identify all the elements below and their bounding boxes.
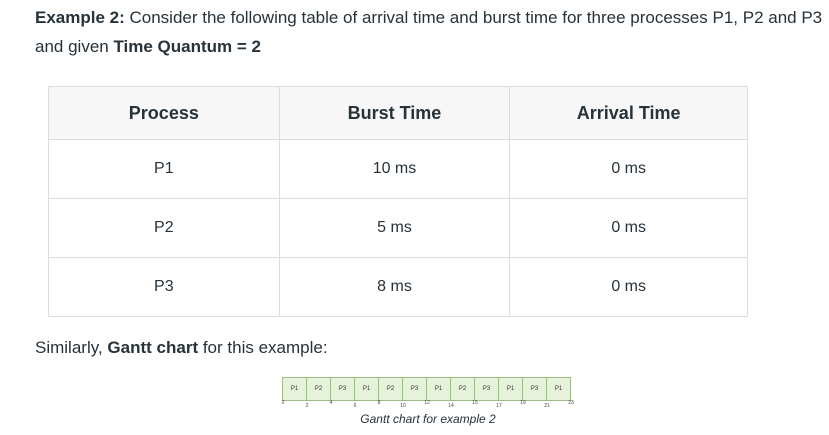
similar-suffix: for this example: — [198, 338, 328, 357]
gantt-slot: P1 — [427, 378, 451, 400]
gantt-tick-label: 19 — [520, 400, 526, 406]
gantt-tick-label: 14 — [448, 403, 454, 409]
cell-arrival-time: 0 ms — [509, 257, 748, 317]
similar-prefix: Similarly, — [35, 338, 108, 357]
gantt-tick-label: 17 — [496, 403, 502, 409]
time-quantum-label: Time Quantum = 2 — [113, 37, 261, 56]
intro-text: Consider the following table of arrival … — [35, 8, 823, 56]
gantt-slot: P3 — [403, 378, 427, 400]
gantt-slot: P1 — [283, 378, 307, 400]
cell-arrival-time: 0 ms — [509, 139, 748, 199]
gantt-slot: P2 — [451, 378, 475, 400]
gantt-caption: Gantt chart for example 2 — [360, 412, 496, 426]
cell-burst-time: 5 ms — [278, 198, 511, 258]
header-burst-time: Burst Time — [278, 86, 511, 140]
gantt-slot: P1 — [499, 378, 523, 400]
cell-burst-time: 8 ms — [278, 257, 511, 317]
cell-process: P2 — [48, 198, 280, 258]
gantt-slot: P3 — [331, 378, 355, 400]
table-row: P2 5 ms 0 ms — [48, 198, 748, 258]
cell-process: P1 — [48, 139, 280, 199]
gantt-tick-label: 6 — [353, 403, 357, 409]
gantt-tick-label: 12 — [424, 400, 430, 406]
header-process: Process — [48, 86, 280, 140]
example-label: Example 2: — [35, 8, 125, 27]
gantt-time-axis: 0 2 4 6 8 10 12 14 15 17 19 21 23 — [282, 400, 582, 410]
gantt-slot: P3 — [523, 378, 547, 400]
gantt-tick-label: 23 — [568, 400, 574, 406]
process-table: Process Burst Time Arrival Time P1 10 ms… — [48, 86, 748, 317]
gantt-slot: P2 — [307, 378, 331, 400]
cell-arrival-time: 0 ms — [509, 198, 748, 258]
gantt-slot: P2 — [379, 378, 403, 400]
intro-paragraph: Example 2: Consider the following table … — [35, 3, 825, 61]
table-row: P3 8 ms 0 ms — [48, 257, 748, 317]
gantt-tick-label: 4 — [329, 400, 333, 406]
gantt-intro-text: Similarly, Gantt chart for this example: — [35, 336, 328, 360]
header-arrival-time: Arrival Time — [509, 86, 748, 140]
gantt-tick-label: 0 — [281, 400, 285, 406]
cell-burst-time: 10 ms — [278, 139, 511, 199]
gantt-chart: P1 P2 P3 P1 P2 P3 P1 P2 P3 P1 P3 P1 — [282, 377, 571, 401]
table-header-row: Process Burst Time Arrival Time — [48, 86, 748, 140]
gantt-tick-label: 2 — [305, 403, 309, 409]
gantt-tick-label: 8 — [377, 400, 381, 406]
gantt-slot: P1 — [547, 378, 571, 400]
table-row: P1 10 ms 0 ms — [48, 139, 748, 199]
cell-process: P3 — [48, 257, 280, 317]
gantt-chart-term: Gantt chart — [107, 338, 199, 357]
gantt-tick-label: 15 — [472, 400, 478, 406]
gantt-slot: P1 — [355, 378, 379, 400]
gantt-slot: P3 — [475, 378, 499, 400]
gantt-tick-label: 10 — [400, 403, 406, 409]
gantt-tick-label: 21 — [544, 403, 550, 409]
